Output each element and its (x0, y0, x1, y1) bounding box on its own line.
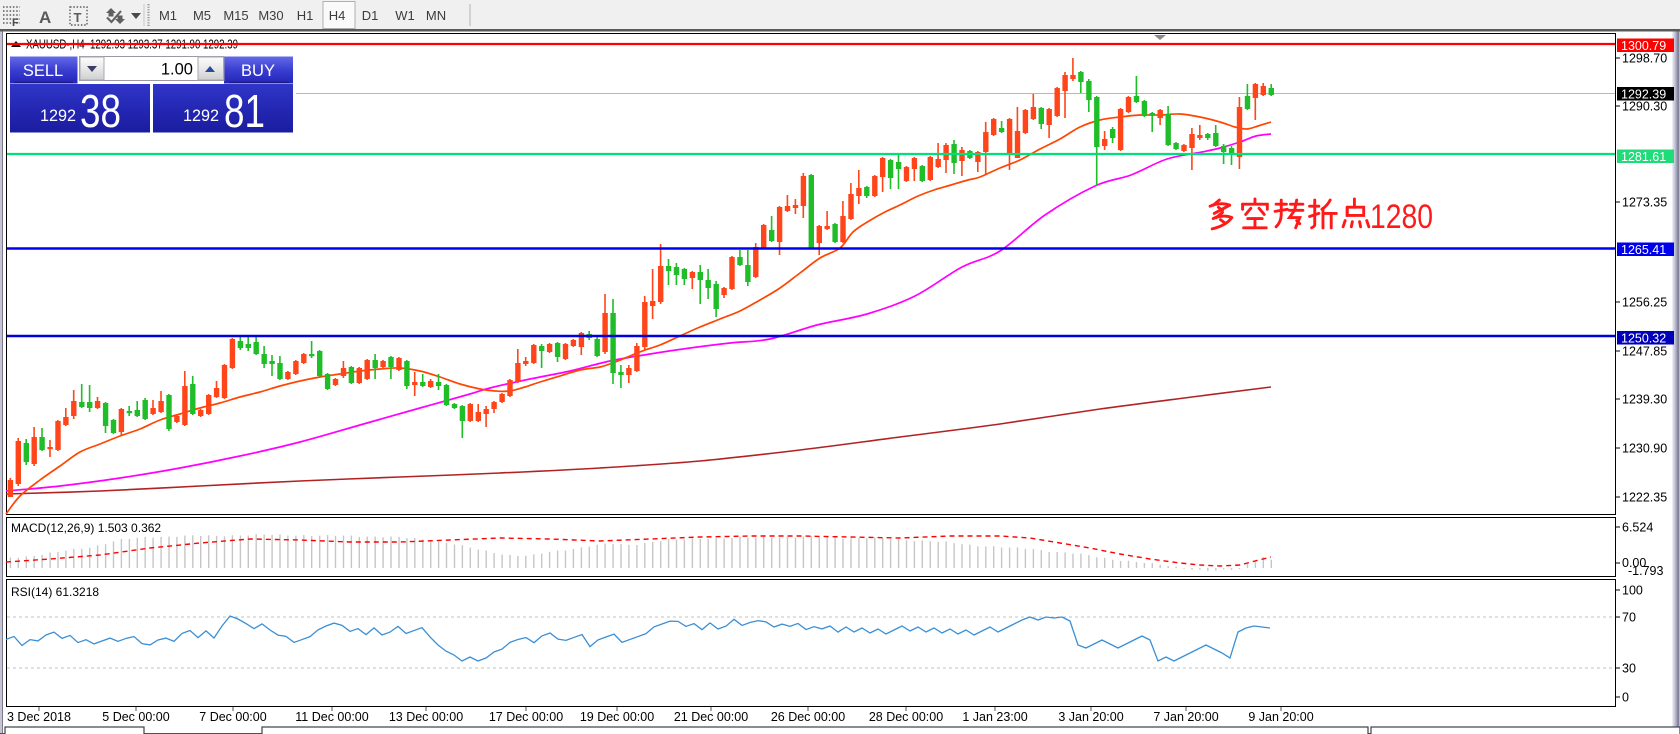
svg-text:1265.41: 1265.41 (1621, 243, 1666, 257)
svg-text:M1: M1 (159, 8, 177, 23)
svg-text:5 Dec 00:00: 5 Dec 00:00 (102, 710, 169, 724)
svg-text:1247.85: 1247.85 (1622, 345, 1667, 359)
svg-text:1256.25: 1256.25 (1622, 296, 1667, 310)
svg-text:1273.35: 1273.35 (1622, 196, 1667, 210)
svg-text:H4: H4 (329, 8, 346, 23)
svg-text:1298.70: 1298.70 (1622, 52, 1667, 66)
svg-text:0: 0 (1622, 691, 1629, 705)
svg-text:BUY: BUY (241, 62, 275, 80)
svg-text:26 Dec 00:00: 26 Dec 00:00 (771, 710, 845, 724)
svg-text:T: T (74, 10, 82, 25)
svg-text:H1: H1 (297, 8, 314, 23)
svg-text:1 Jan 23:00: 1 Jan 23:00 (962, 710, 1027, 724)
svg-text:19 Dec 00:00: 19 Dec 00:00 (580, 710, 654, 724)
svg-text:1222.35: 1222.35 (1622, 491, 1667, 505)
svg-text:1250.32: 1250.32 (1621, 331, 1666, 345)
svg-text:13 Dec 00:00: 13 Dec 00:00 (389, 710, 463, 724)
svg-text:-1.793: -1.793 (1628, 564, 1663, 578)
svg-text:70: 70 (1622, 611, 1636, 625)
svg-text:11 Dec 00:00: 11 Dec 00:00 (295, 710, 368, 724)
svg-text:D1: D1 (362, 8, 379, 23)
svg-text:MACD(12,26,9) 1.503 0.362: MACD(12,26,9) 1.503 0.362 (11, 521, 161, 535)
svg-text:1230.90: 1230.90 (1622, 442, 1667, 456)
svg-text:1290.30: 1290.30 (1622, 100, 1667, 114)
svg-text:7 Jan 20:00: 7 Jan 20:00 (1153, 710, 1218, 724)
svg-text:1292: 1292 (183, 106, 219, 125)
svg-text:17 Dec 00:00: 17 Dec 00:00 (489, 710, 563, 724)
svg-text:30: 30 (1622, 662, 1636, 676)
svg-text:1280: 1280 (1370, 198, 1433, 236)
svg-text:SELL: SELL (23, 62, 63, 80)
svg-text:1239.30: 1239.30 (1622, 393, 1667, 407)
svg-text:1292: 1292 (40, 106, 76, 125)
svg-text:9 Jan 20:00: 9 Jan 20:00 (1248, 710, 1313, 724)
svg-text:0.00: 0.00 (1622, 556, 1646, 570)
svg-text:MN: MN (426, 8, 446, 23)
svg-text:M30: M30 (258, 8, 283, 23)
svg-text:F: F (12, 17, 19, 29)
svg-text:1281.61: 1281.61 (1621, 150, 1666, 164)
svg-text:7 Dec 00:00: 7 Dec 00:00 (199, 710, 266, 724)
svg-text:81: 81 (224, 85, 265, 137)
svg-text:M5: M5 (193, 8, 211, 23)
svg-text:6.524: 6.524 (1622, 521, 1653, 535)
svg-text:21 Dec 00:00: 21 Dec 00:00 (674, 710, 748, 724)
svg-text:28 Dec 00:00: 28 Dec 00:00 (869, 710, 943, 724)
svg-text:1292.39: 1292.39 (1621, 87, 1666, 101)
svg-text:3 Dec 2018: 3 Dec 2018 (7, 710, 71, 724)
svg-text:1300.79: 1300.79 (1621, 39, 1666, 53)
svg-text:M15: M15 (223, 8, 248, 23)
svg-text:100: 100 (1622, 584, 1643, 598)
svg-text:RSI(14) 61.3218: RSI(14) 61.3218 (11, 585, 99, 599)
svg-text:W1: W1 (395, 8, 415, 23)
svg-text:1.00: 1.00 (161, 61, 193, 79)
svg-text:3 Jan 20:00: 3 Jan 20:00 (1058, 710, 1123, 724)
svg-text:38: 38 (80, 85, 121, 137)
svg-text:A: A (39, 8, 51, 27)
